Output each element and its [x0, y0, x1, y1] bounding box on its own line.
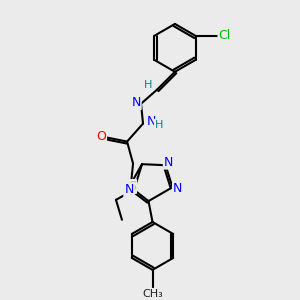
Text: N: N — [173, 182, 182, 195]
Text: N: N — [146, 115, 156, 128]
Text: CH₃: CH₃ — [142, 289, 163, 299]
Text: O: O — [96, 130, 106, 143]
Text: H: H — [144, 80, 152, 90]
Text: Cl: Cl — [218, 29, 231, 42]
Text: H: H — [155, 120, 163, 130]
Text: N: N — [131, 96, 141, 109]
Text: N: N — [124, 183, 134, 196]
Text: N: N — [164, 156, 173, 169]
Text: S: S — [128, 180, 136, 193]
